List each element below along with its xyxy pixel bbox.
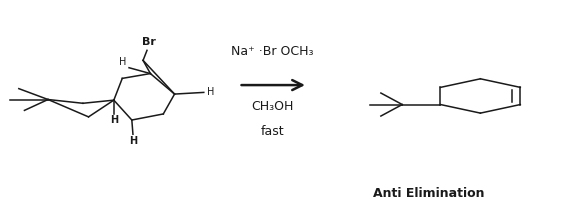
Text: CH₃OH: CH₃OH [251,99,294,113]
Text: H: H [110,115,118,126]
Text: Anti Elimination: Anti Elimination [373,187,484,200]
Text: H: H [119,57,126,67]
Text: Br: Br [142,37,155,47]
Text: fast: fast [260,125,284,138]
Text: H: H [207,87,214,97]
Text: H: H [129,136,137,146]
Text: Na⁺ ·Br OCH₃: Na⁺ ·Br OCH₃ [231,45,314,58]
